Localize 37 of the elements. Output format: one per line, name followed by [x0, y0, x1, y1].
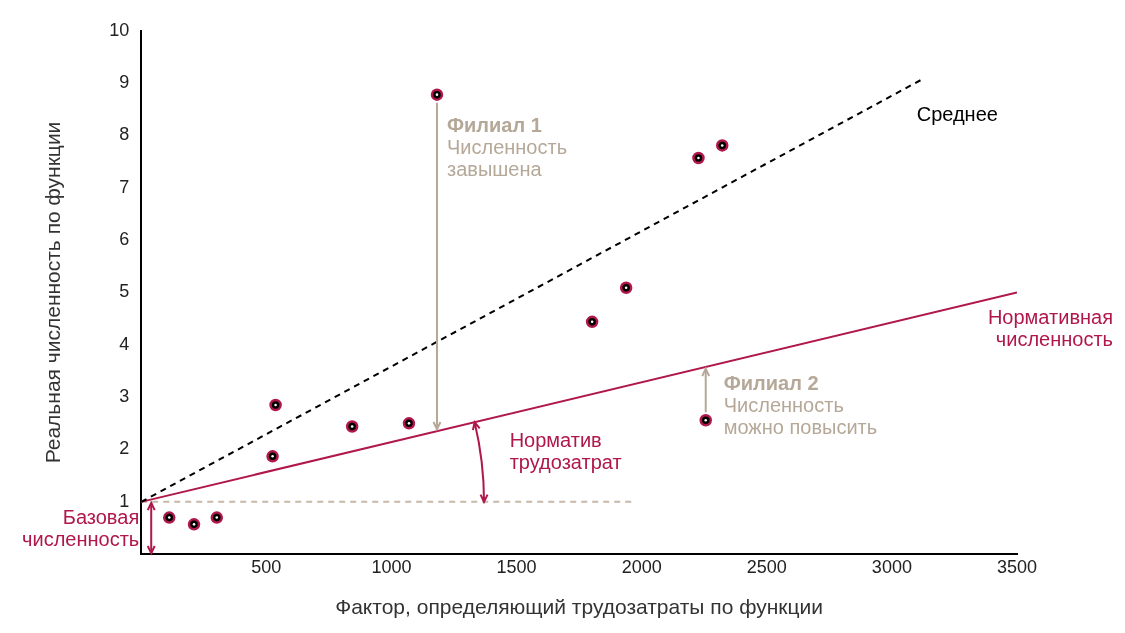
point [269, 398, 282, 412]
x-tick-label: 2500 [746, 556, 787, 577]
point [402, 417, 416, 430]
annotation: Норматив трудозатрат [509, 429, 622, 474]
y-tick-label: 2 [119, 438, 130, 459]
point [266, 450, 279, 463]
point [699, 413, 712, 427]
y-tick-label: 1 [119, 490, 130, 511]
y-axis-title: Реальная численность по функции [41, 121, 65, 464]
y-tick-label: 5 [119, 281, 130, 302]
y-tick-label: 7 [119, 176, 130, 197]
x-tick-label: 1000 [371, 556, 412, 577]
point [692, 151, 705, 165]
point [715, 139, 729, 152]
x-tick-label: 2000 [621, 556, 662, 577]
x-tick-label: 500 [251, 556, 282, 577]
y-tick-label: 3 [119, 386, 130, 407]
series-label: Нормативная численность [987, 306, 1113, 351]
point [430, 88, 444, 101]
x-axis-title: Фактор, определяющий трудозатраты по функции [335, 595, 823, 619]
point [210, 511, 224, 524]
x-tick-label: 1500 [496, 556, 537, 577]
y-tick-label: 10 [109, 19, 130, 40]
y-tick-label: 8 [119, 124, 130, 145]
point [345, 420, 359, 433]
annotation: Филиал 2 Численность можно повысить [723, 372, 878, 439]
point [619, 281, 633, 295]
annotation: Филиал 1 Численность завышена [446, 114, 568, 181]
point [585, 315, 599, 329]
x-tick-label: 3000 [871, 556, 912, 577]
point [163, 511, 176, 524]
series-label: Среднее [916, 102, 998, 125]
point [187, 518, 201, 531]
y-tick-label: 6 [119, 229, 130, 250]
x-tick-label: 3500 [996, 556, 1038, 577]
y-tick-label: 9 [119, 72, 130, 93]
y-tick-label: 4 [119, 333, 130, 354]
